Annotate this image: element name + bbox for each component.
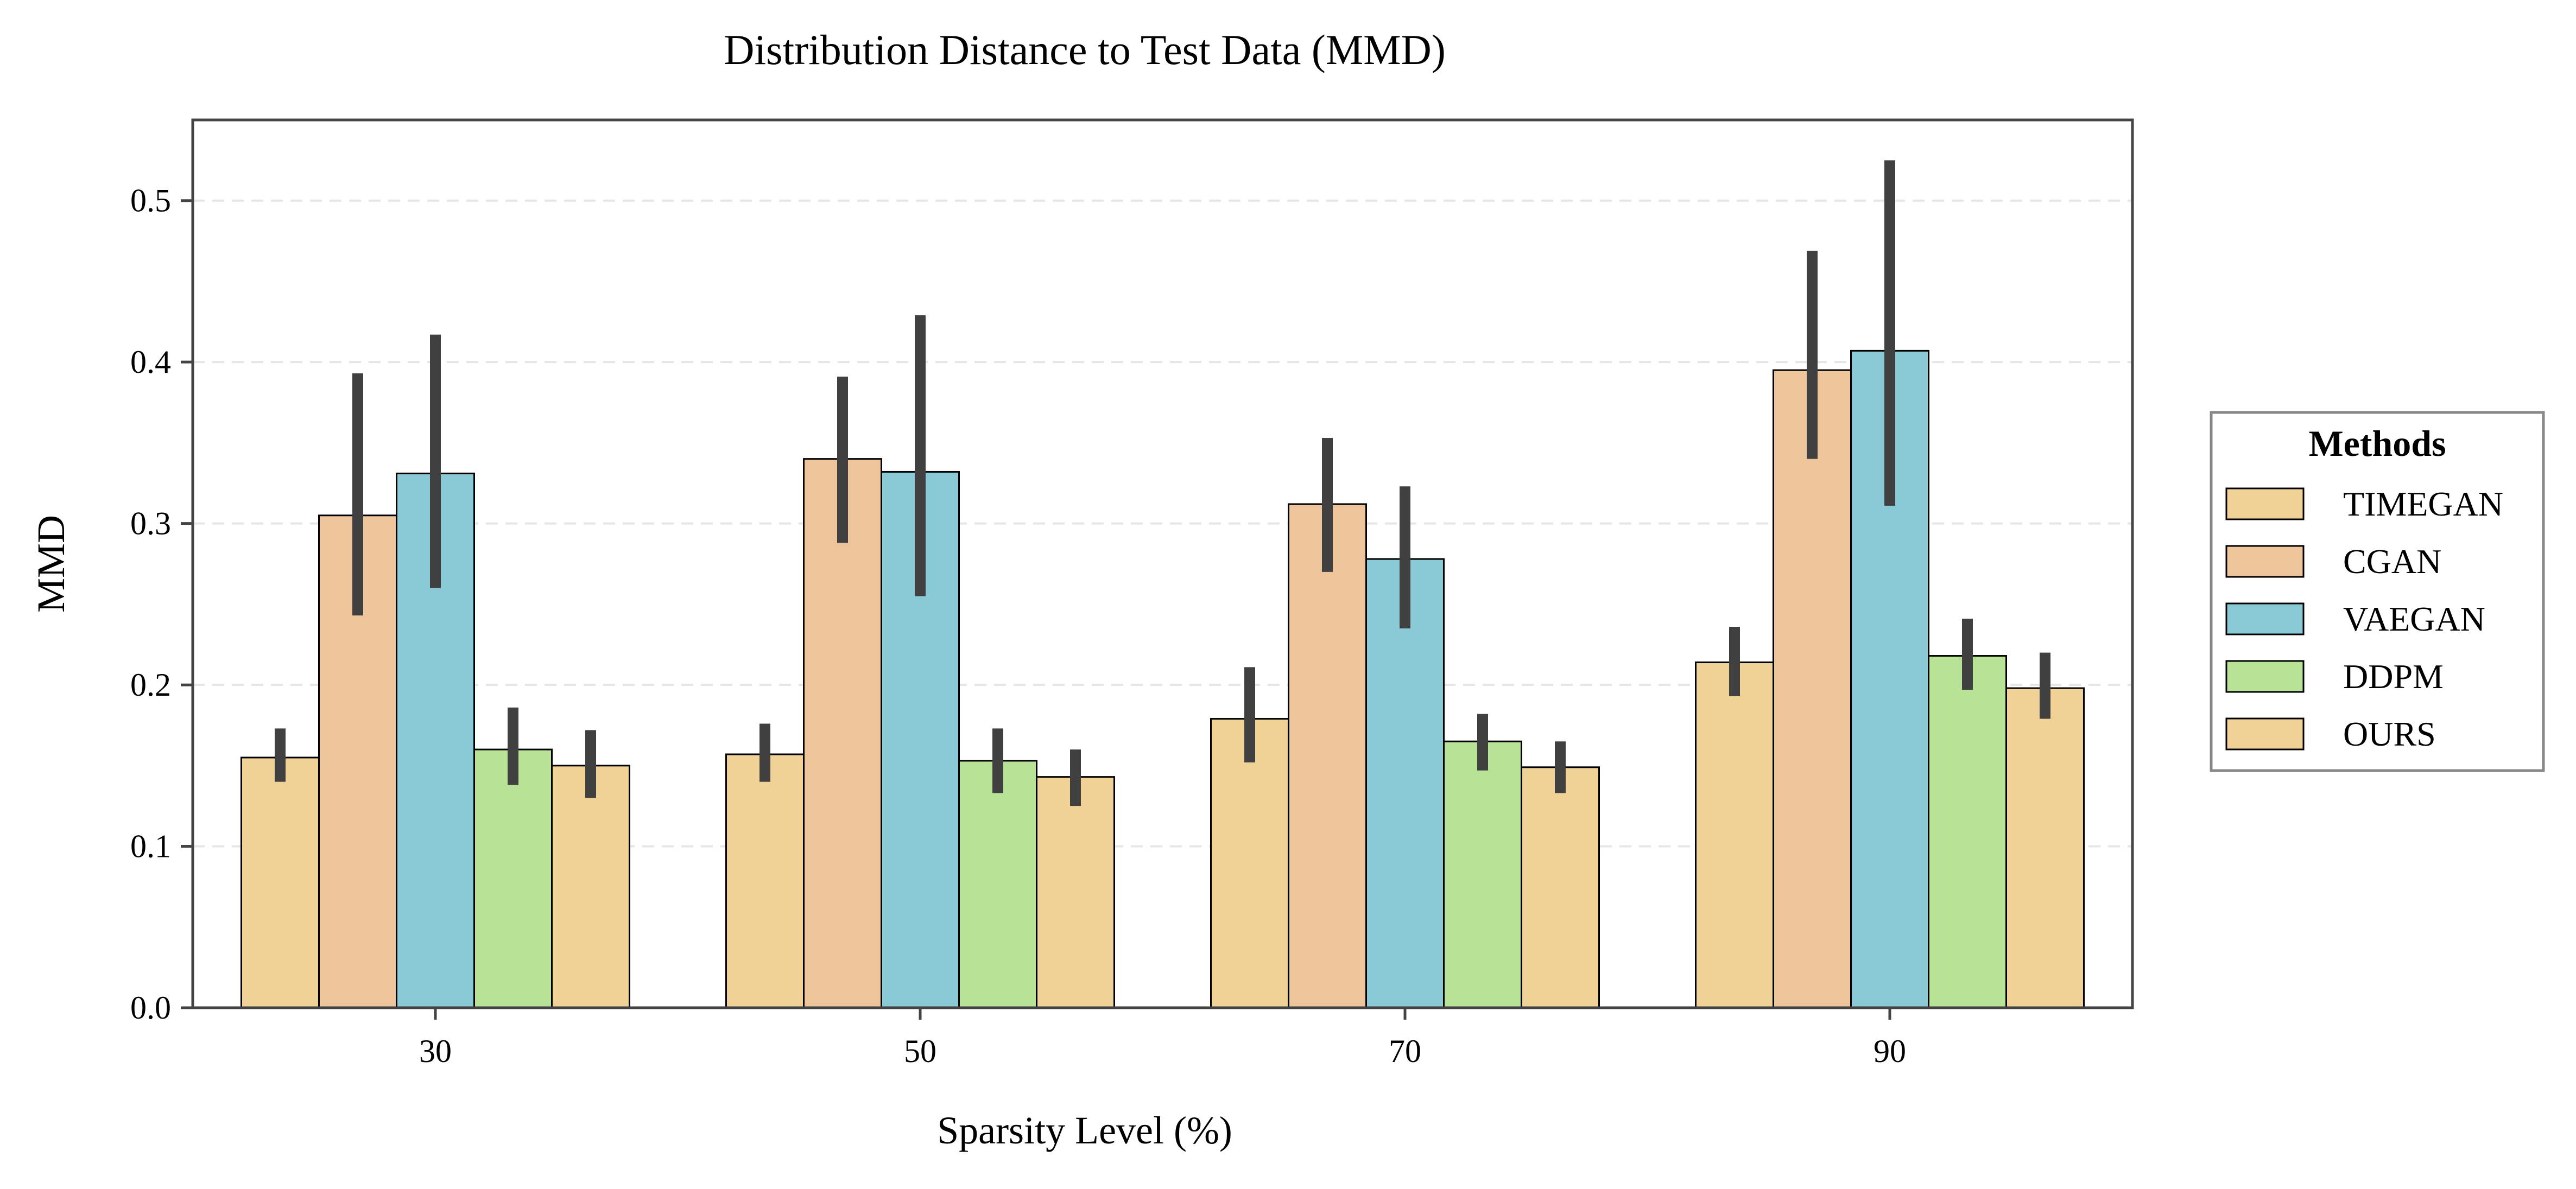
legend-label-vaegan: VAEGAN xyxy=(2343,600,2485,638)
legend-swatch-cgan xyxy=(2225,545,2305,578)
legend: Methods TIMEGAN CGAN VAEGAN DDPM OURS xyxy=(2210,411,2545,772)
legend-title: Methods xyxy=(2308,423,2446,464)
bar-timegan-50 xyxy=(725,753,805,1009)
y-tick-label: 0.2 xyxy=(130,667,171,703)
bar-timegan-90 xyxy=(1695,661,1774,1009)
y-axis-title: MMD xyxy=(29,515,73,613)
x-tick-label: 50 xyxy=(904,1033,936,1069)
legend-label-ours: OURS xyxy=(2343,715,2436,753)
y-tick-label: 0.3 xyxy=(130,506,171,542)
bar-cgan-50 xyxy=(803,458,882,1009)
legend-swatch-timegan xyxy=(2225,487,2305,520)
legend-frame xyxy=(2210,411,2545,772)
bars xyxy=(240,349,2085,1009)
legend-label-cgan: CGAN xyxy=(2343,542,2441,581)
x-tick-label: 30 xyxy=(419,1033,452,1069)
legend-label-ddpm: DDPM xyxy=(2343,657,2444,696)
bar-timegan-30 xyxy=(240,756,320,1009)
y-tick-label: 0.1 xyxy=(130,829,171,864)
bar-ddpm-50 xyxy=(958,760,1037,1009)
bar-ours-50 xyxy=(1036,776,1115,1009)
legend-swatch-vaegan xyxy=(2225,602,2305,635)
bar-cgan-70 xyxy=(1288,503,1367,1009)
bar-vaegan-70 xyxy=(1365,558,1445,1009)
bar-ddpm-90 xyxy=(1928,655,2007,1009)
plot-frame xyxy=(191,118,2134,1009)
bar-ours-90 xyxy=(2005,687,2085,1009)
legend-label-timegan: TIMEGAN xyxy=(2343,485,2503,523)
x-tick-label: 90 xyxy=(1874,1033,1906,1069)
y-tick-label: 0.5 xyxy=(130,183,171,219)
y-tick-label: 0.0 xyxy=(130,990,171,1026)
bar-ddpm-30 xyxy=(473,748,553,1009)
x-tick-label: 70 xyxy=(1389,1033,1421,1069)
bar-cgan-90 xyxy=(1773,369,1852,1009)
legend-items: TIMEGAN CGAN VAEGAN DDPM OURS xyxy=(2225,485,2503,753)
bar-ddpm-70 xyxy=(1443,740,1522,1009)
legend-swatch-ours xyxy=(2225,717,2305,751)
y-axis: 0.0 0.1 0.2 0.3 0.4 0.5 xyxy=(130,183,193,1026)
error-bars xyxy=(275,160,2050,806)
x-axis: 30 50 70 90 xyxy=(419,1008,1906,1069)
legend-swatch-ddpm xyxy=(2225,660,2305,693)
x-axis-title: Sparsity Level (%) xyxy=(937,1109,1232,1152)
bar-ours-30 xyxy=(551,765,630,1009)
bar-timegan-70 xyxy=(1210,718,1289,1009)
bar-ours-70 xyxy=(1521,766,1600,1009)
y-tick-label: 0.4 xyxy=(130,344,171,380)
chart-title: Distribution Distance to Test Data (MMD) xyxy=(724,26,1446,73)
